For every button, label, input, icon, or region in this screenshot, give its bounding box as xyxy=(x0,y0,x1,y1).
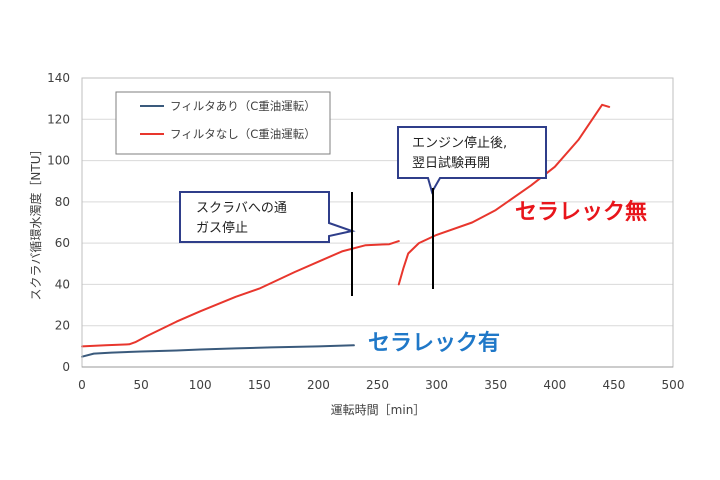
callout-restart-line2: 翌日試験再開 xyxy=(412,155,490,171)
legend-box xyxy=(115,91,331,155)
y-axis-title: スクラバ循環水濁度［NTU］ xyxy=(28,144,43,301)
callout-gas-stop-line2: ガス停止 xyxy=(196,220,248,236)
series-0-line-segment-0 xyxy=(81,344,355,358)
x-tick-label-400: 400 xyxy=(543,378,566,392)
axes xyxy=(81,77,674,368)
y-tick-label-20: 20 xyxy=(55,319,70,333)
callout-restart-line1: エンジン停止後, xyxy=(412,135,507,151)
y-tick-label-0: 0 xyxy=(62,360,70,374)
series-1-line-segment-1 xyxy=(397,103,611,286)
y-tick-label-100: 100 xyxy=(47,154,70,168)
label-with-ceralec: セラレック有 xyxy=(368,330,500,356)
x-tick-label-500: 500 xyxy=(662,378,685,392)
y-tick-label-60: 60 xyxy=(55,236,70,250)
callout-gas-stop-line1: スクラバへの通 xyxy=(196,201,287,216)
x-tick-label-450: 450 xyxy=(602,378,625,392)
x-tick-label-100: 100 xyxy=(189,378,212,392)
callout-restart-box xyxy=(397,126,547,195)
callout-gas-stop: スクラバへの通 ガス停止 xyxy=(179,191,356,296)
x-axis-title: 運転時間［min］ xyxy=(331,403,426,417)
callout-restart: エンジン停止後, 翌日試験再開 xyxy=(397,126,547,289)
x-tick-label-200: 200 xyxy=(307,378,330,392)
y-tick-label-120: 120 xyxy=(47,112,70,126)
legend-label-without-filter: フィルタなし（C重油運転） xyxy=(170,127,316,141)
x-tick-label-300: 300 xyxy=(425,378,448,392)
label-without-ceralec: セラレック無 xyxy=(515,199,647,225)
y-tick-label-40: 40 xyxy=(55,277,70,291)
legend: フィルタあり（C重油運転） フィルタなし（C重油運転） xyxy=(115,91,331,155)
callout-gas-stop-box xyxy=(179,191,356,243)
x-tick-label-350: 350 xyxy=(484,378,507,392)
tick-labels: 0 20 40 60 80 100 120 140 0 50 100 150 200 250 300 350 4… xyxy=(47,71,684,392)
series-group xyxy=(81,103,611,358)
x-tick-label-250: 250 xyxy=(366,378,389,392)
x-tick-label-50: 50 xyxy=(133,378,148,392)
x-tick-label-150: 150 xyxy=(248,378,271,392)
x-tick-label-0: 0 xyxy=(78,378,86,392)
y-tick-label-140: 140 xyxy=(47,71,70,85)
y-tick-label-80: 80 xyxy=(55,195,70,209)
series-1-line-segment-0 xyxy=(81,240,400,348)
legend-label-with-filter: フィルタあり（C重油運転） xyxy=(170,99,316,113)
